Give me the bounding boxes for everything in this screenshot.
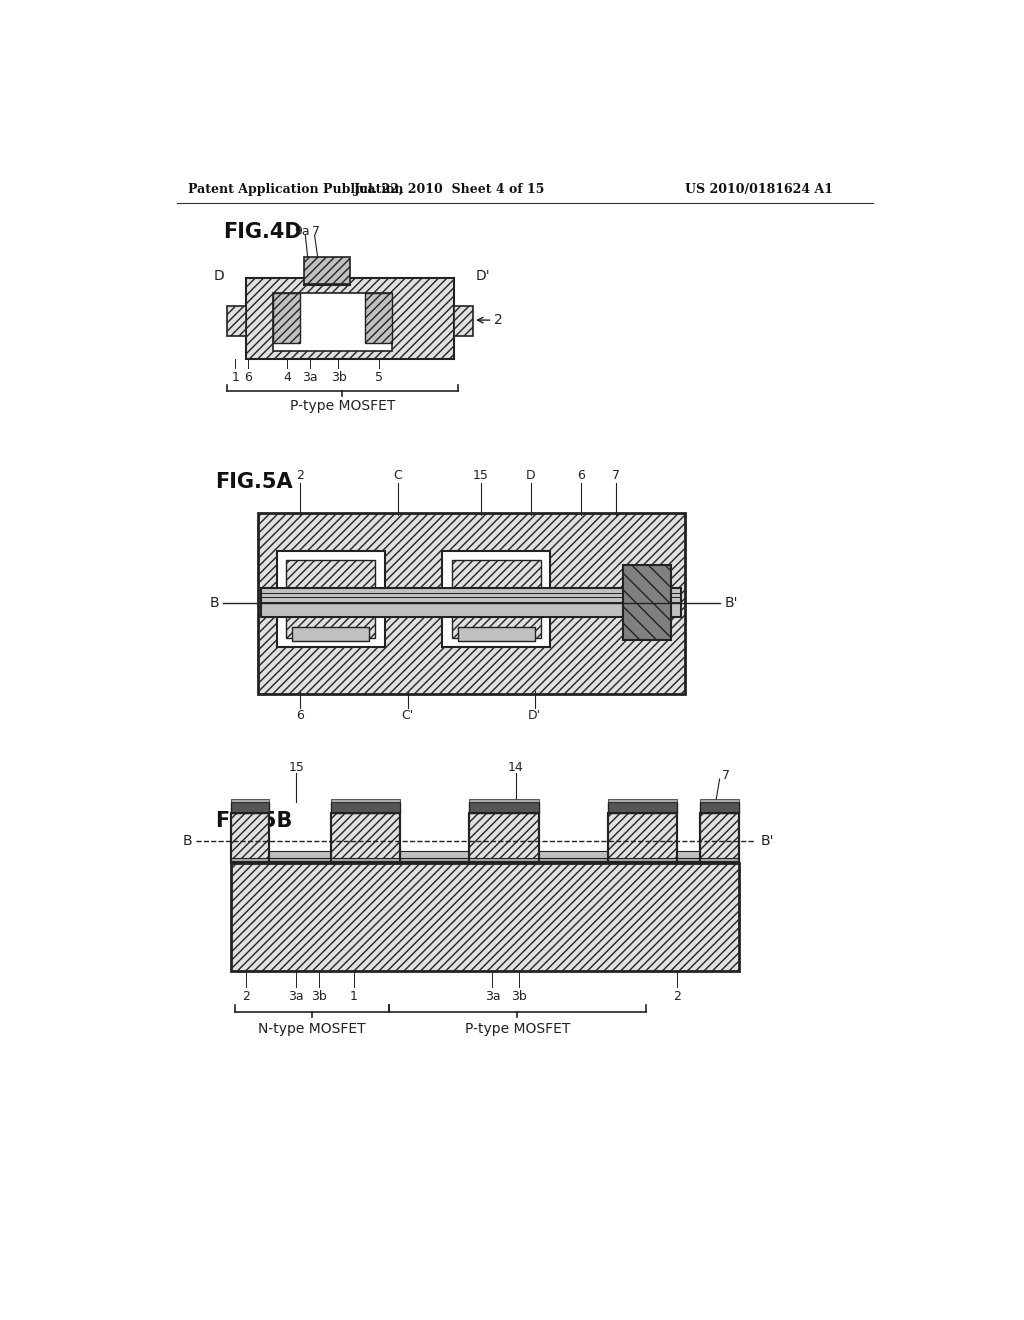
Text: 3b: 3b [311,990,327,1003]
Text: Patent Application Publication: Patent Application Publication [188,182,403,195]
Bar [230,813,269,863]
Bar [677,851,700,859]
Bar [230,799,269,803]
Bar [608,813,677,863]
Text: 2: 2 [296,469,304,482]
Text: B: B [210,595,219,610]
Text: 15: 15 [473,469,488,482]
Bar [230,858,739,861]
Bar [469,803,539,813]
Text: 6: 6 [296,709,304,722]
Text: C': C' [401,709,414,722]
Text: D': D' [475,269,490,284]
Text: B': B' [725,595,738,610]
Text: 6: 6 [244,371,252,384]
Text: 9a: 9a [295,224,310,238]
Bar [230,863,739,970]
Bar [469,813,539,863]
Text: 3a: 3a [302,371,317,384]
Bar [469,799,539,803]
Bar [442,552,550,647]
Text: 14: 14 [508,760,523,774]
Text: 1: 1 [350,990,357,1003]
Bar [539,851,608,859]
Text: C: C [393,469,402,482]
Bar [608,799,677,803]
Text: D': D' [528,709,542,722]
Text: B: B [182,834,193,849]
Bar [273,293,300,343]
Text: FIG.5A: FIG.5A [215,471,293,492]
Bar [276,552,385,647]
Text: 7: 7 [611,469,620,482]
Text: 2: 2 [674,990,681,1003]
Text: FIG.5B: FIG.5B [215,810,293,830]
Bar [261,589,681,618]
Bar [292,627,370,642]
Text: 15: 15 [288,760,304,774]
Text: B': B' [761,834,774,849]
Text: 3b: 3b [331,371,346,384]
Bar [331,803,400,813]
Bar [304,257,350,284]
Bar [458,627,535,642]
Text: 3a: 3a [289,990,304,1003]
Bar [331,813,400,863]
Bar [366,293,392,343]
Bar [452,561,541,638]
Bar [454,306,473,335]
Text: 1: 1 [231,371,240,384]
Text: D: D [526,469,536,482]
Text: 2: 2 [242,990,250,1003]
Bar [273,293,392,351]
Bar [700,799,739,803]
Text: 7: 7 [312,224,321,238]
Bar [608,803,677,813]
Bar [269,851,331,859]
Bar [624,565,671,640]
Text: D: D [214,269,224,284]
Bar [331,799,400,803]
Text: 7: 7 [722,768,730,781]
Text: 3b: 3b [512,990,527,1003]
Text: 2: 2 [494,313,503,327]
Text: 4: 4 [283,371,291,384]
Bar [400,851,469,859]
Text: N-type MOSFET: N-type MOSFET [258,1022,366,1035]
Bar [230,803,269,813]
Text: P-type MOSFET: P-type MOSFET [465,1022,570,1035]
Text: 5: 5 [375,371,383,384]
Text: US 2010/0181624 A1: US 2010/0181624 A1 [685,182,833,195]
Text: Jul. 22, 2010  Sheet 4 of 15: Jul. 22, 2010 Sheet 4 of 15 [354,182,546,195]
Bar [226,306,246,335]
Bar [700,813,739,863]
Text: P-type MOSFET: P-type MOSFET [290,400,395,413]
Bar [246,277,454,359]
Text: FIG.4D: FIG.4D [223,222,302,242]
Bar [258,512,685,693]
Text: 6: 6 [578,469,585,482]
Bar [286,561,376,638]
Text: 3a: 3a [484,990,501,1003]
Bar [700,803,739,813]
